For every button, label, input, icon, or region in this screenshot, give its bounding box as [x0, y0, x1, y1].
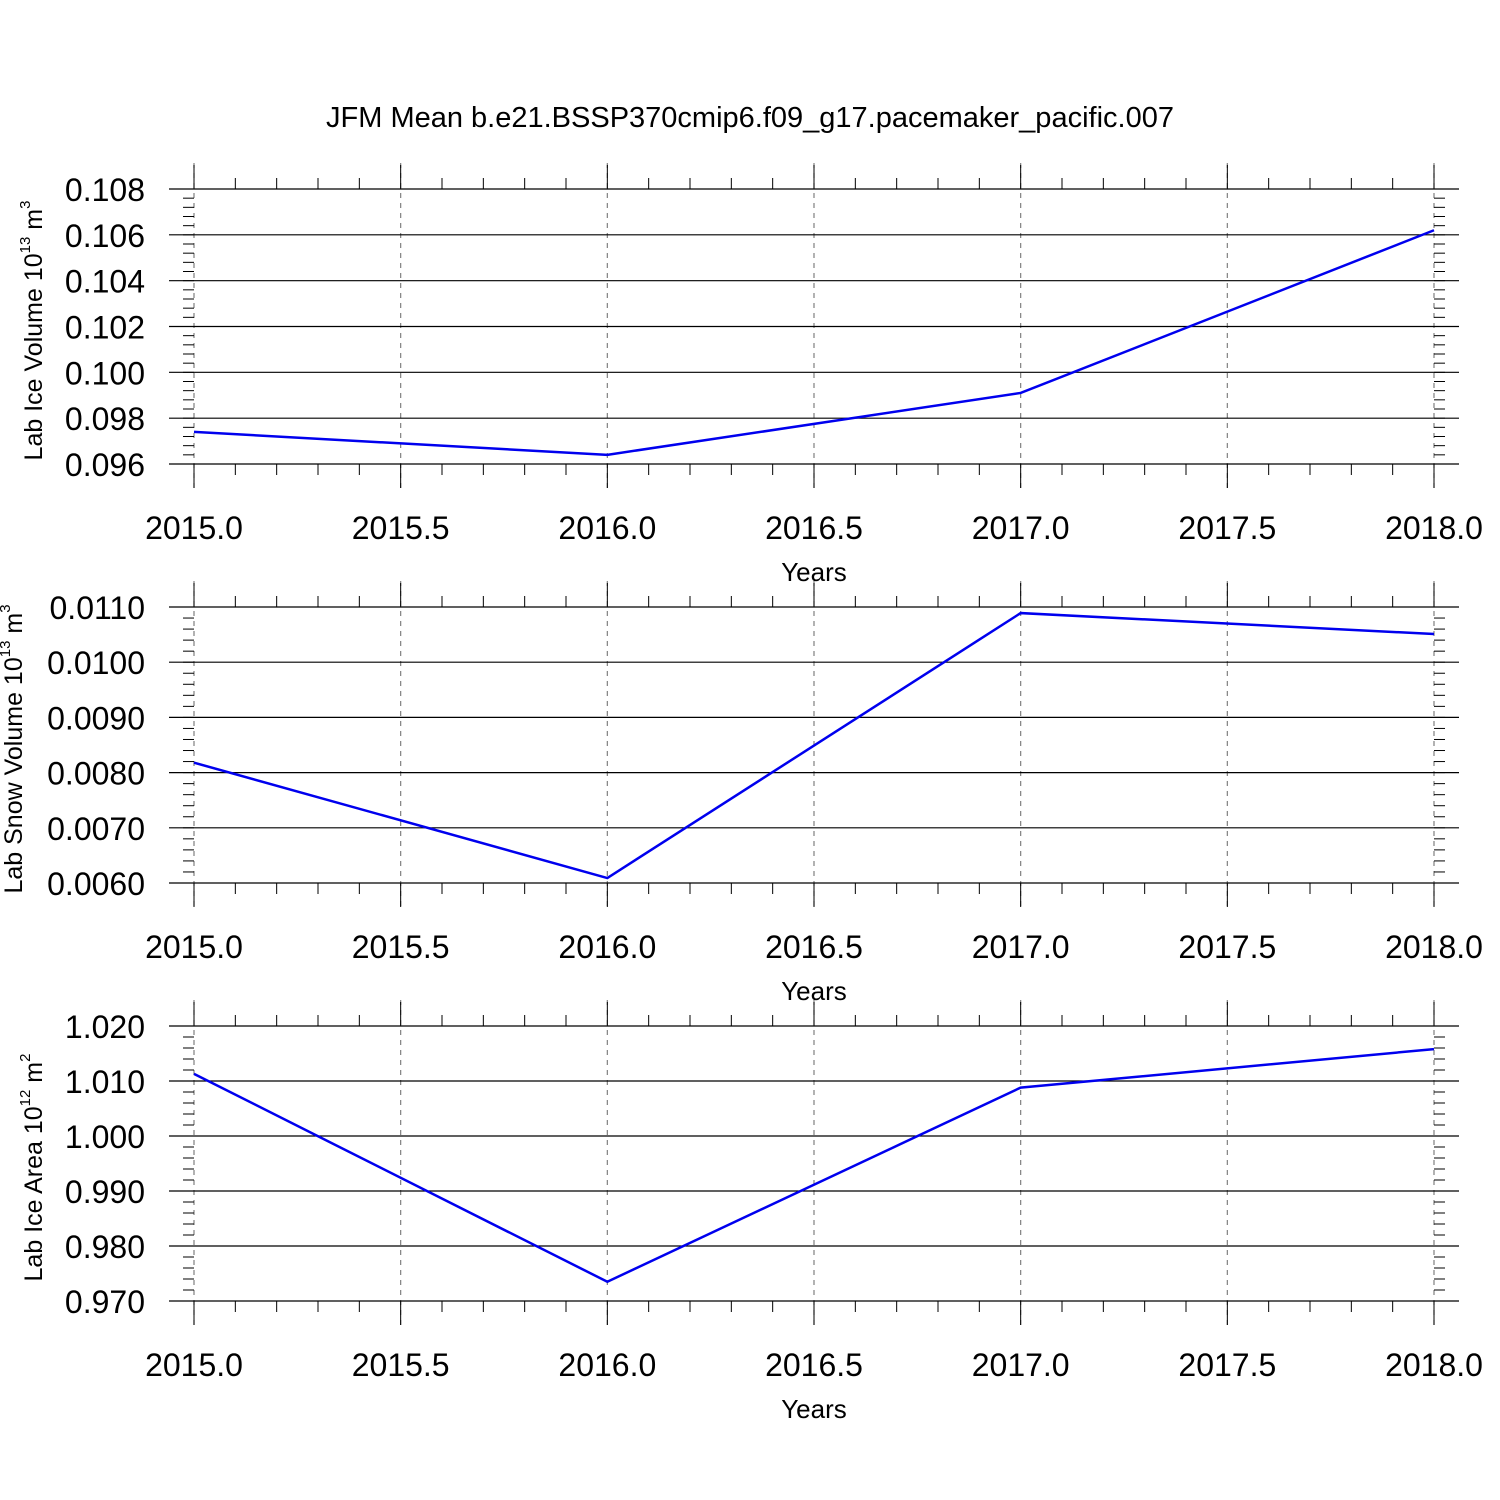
y-tick-label: 1.000 [65, 1119, 145, 1155]
x-tick-label: 2017.0 [972, 1347, 1070, 1383]
y-tick-label: 0.096 [65, 447, 145, 483]
x-tick-label: 2016.5 [765, 510, 863, 546]
y-tick-label: 0.990 [65, 1174, 145, 1210]
chart-panel-3: 0.970 0.980 0.990 1.000 1.010 1.020 2015.0 2015… [17, 1000, 1483, 1424]
chart-panel-1: 0.096 0.098 0.100 0.102 0.104 0.106 0.108 2015.… [17, 163, 1483, 587]
y-tick-label: 0.0060 [47, 866, 145, 902]
x-tick-label: 2017.5 [1178, 929, 1276, 965]
y-axis-label: Lab Snow Volume 1013 m3 [0, 604, 28, 893]
y-tick-label: 0.0110 [50, 590, 146, 626]
y-tick-label: 0.100 [65, 355, 145, 391]
y-tick-label: 1.020 [65, 1009, 145, 1045]
x-tick-label: 2016.0 [558, 929, 656, 965]
x-tick-label: 2018.0 [1385, 1347, 1483, 1383]
x-tick-label: 2018.0 [1385, 929, 1483, 965]
y-tick-label: 0.0090 [47, 700, 145, 736]
x-tick-label: 2015.0 [145, 1347, 243, 1383]
y-tick-label: 0.106 [65, 218, 145, 254]
series-line [193, 611, 1435, 880]
x-tick-label: 2015.5 [352, 1347, 450, 1383]
x-tick-label: 2016.0 [558, 1347, 656, 1383]
y-tick-label: 1.010 [65, 1064, 145, 1100]
y-tick-label: 0.980 [65, 1229, 145, 1265]
y-tick-label: 0.0070 [47, 811, 145, 847]
y-tick-label: 0.108 [65, 172, 145, 208]
x-tick-label: 2015.0 [145, 929, 243, 965]
x-axis-label: Years [781, 1394, 847, 1424]
y-tick-label: 0.0080 [47, 756, 145, 792]
x-tick-label: 2017.5 [1178, 510, 1276, 546]
x-tick-label: 2018.0 [1385, 510, 1483, 546]
x-tick-label: 2015.5 [352, 510, 450, 546]
x-tick-label: 2017.0 [972, 510, 1070, 546]
chart-panel-2: 0.0060 0.0070 0.0080 0.0090 0.0100 0.0110 2015… [0, 581, 1483, 1006]
x-tick-label: 2016.0 [558, 510, 656, 546]
y-tick-label: 0.102 [65, 310, 145, 346]
x-tick-label: 2015.5 [352, 929, 450, 965]
x-tick-label: 2017.0 [972, 929, 1070, 965]
y-axis-label: Lab Ice Area 1012 m2 [17, 1054, 48, 1282]
y-tick-label: 0.970 [65, 1284, 145, 1320]
x-tick-label: 2016.5 [765, 1347, 863, 1383]
x-tick-label: 2017.5 [1178, 1347, 1276, 1383]
y-tick-label: 0.0100 [47, 645, 145, 681]
y-axis-label: Lab Ice Volume 1013 m3 [17, 201, 48, 461]
y-tick-label: 0.104 [65, 264, 145, 300]
chart-title: JFM Mean b.e21.BSSP370cmip6.f09_g17.pace… [326, 102, 1174, 134]
x-tick-label: 2016.5 [765, 929, 863, 965]
series-line [193, 1047, 1435, 1284]
y-tick-label: 0.098 [65, 401, 145, 437]
series-line [193, 229, 1435, 457]
x-tick-label: 2015.0 [145, 510, 243, 546]
